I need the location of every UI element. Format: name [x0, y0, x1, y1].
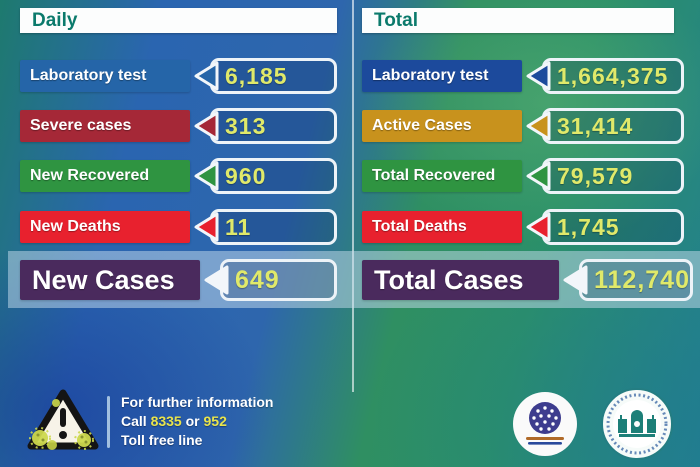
- virus-particles-icon: [29, 399, 94, 450]
- arrow-left-icon: [526, 61, 551, 91]
- total-header: Total: [362, 8, 674, 33]
- stat-row-total-recovered: Total Recovered 79,579: [362, 158, 684, 194]
- stat-value-box: 1,664,375: [542, 58, 684, 94]
- stat-value-box: 112,740: [579, 259, 693, 301]
- stat-label-bar: Active Cases: [362, 110, 522, 142]
- footer-line-1: For further information: [121, 394, 274, 410]
- arrow-left-icon: [526, 111, 551, 141]
- arrow-left-icon: [526, 212, 551, 242]
- stat-value-box: 960: [210, 158, 337, 194]
- arrow-left-icon: [194, 212, 219, 242]
- stat-label-bar: New Deaths: [20, 211, 190, 243]
- stat-label: Total Recovered: [372, 167, 496, 184]
- stat-row-total-active: Active Cases 31,414: [362, 108, 684, 144]
- stat-label: Total Deaths: [372, 218, 467, 235]
- arrow-left-icon: [563, 265, 588, 295]
- stat-value-box: 1,745: [542, 209, 684, 245]
- hotline-number-2: 952: [203, 413, 227, 429]
- total-header-label: Total: [374, 9, 418, 31]
- stat-row-total-deaths: Total Deaths 1,745: [362, 209, 684, 245]
- stat-label: Severe cases: [30, 117, 132, 134]
- daily-column: Daily Laboratory test 6,185 Severe cases…: [20, 0, 337, 392]
- stat-value-box: 6,185: [210, 58, 337, 94]
- stat-value: 112,740: [594, 265, 690, 294]
- stat-label: New Recovered: [30, 167, 150, 184]
- stat-label-bar: Laboratory test: [362, 60, 522, 92]
- arrow-left-icon: [194, 111, 219, 141]
- arrow-left-icon: [194, 161, 219, 191]
- arrow-left-icon: [194, 61, 219, 91]
- or-word: or: [185, 413, 200, 429]
- stat-label: New Deaths: [30, 218, 121, 235]
- public-health-institute-seal: [601, 388, 673, 460]
- stat-row-daily-severe: Severe cases 313: [20, 108, 337, 144]
- stat-value: 31,414: [557, 112, 634, 139]
- stat-value: 649: [235, 265, 280, 294]
- arrow-left-icon: [204, 265, 229, 295]
- hotline-number-1: 8335: [150, 413, 182, 429]
- stat-label: Total Cases: [374, 264, 524, 295]
- stat-row-total-cases: Total Cases 112,740: [362, 258, 693, 302]
- warning-triangle-icon: [27, 389, 99, 450]
- stat-label: Laboratory test: [372, 67, 489, 84]
- arrow-left-icon: [526, 161, 551, 191]
- stat-value: 79,579: [557, 162, 634, 189]
- call-word: Call: [121, 413, 147, 429]
- footer-divider: [107, 396, 110, 448]
- stat-value: 313: [225, 112, 267, 139]
- daily-header-label: Daily: [32, 9, 78, 31]
- stat-label-bar: Total Recovered: [362, 160, 522, 192]
- stat-label-bar: New Recovered: [20, 160, 190, 192]
- stat-row-daily-lab: Laboratory test 6,185: [20, 58, 337, 94]
- stat-value: 1,745: [557, 213, 620, 240]
- daily-header: Daily: [20, 8, 337, 33]
- column-divider: [352, 0, 354, 392]
- stat-row-daily-recovered: New Recovered 960: [20, 158, 337, 194]
- stat-row-total-lab: Laboratory test 1,664,375: [362, 58, 684, 94]
- footer-line-3: Toll free line: [121, 432, 203, 448]
- stat-value-box: 31,414: [542, 108, 684, 144]
- stat-value: 11: [225, 213, 252, 240]
- stat-label: Active Cases: [372, 117, 472, 134]
- stat-row-new-cases: New Cases 649: [20, 258, 337, 302]
- total-column: Total Laboratory test 1,664,375 Active C…: [362, 0, 684, 392]
- stat-value: 960: [225, 162, 267, 189]
- stat-label-bar: Total Deaths: [362, 211, 522, 243]
- footer-info: For further information Call 8335 or 952…: [121, 393, 273, 450]
- stat-value-box: 11: [210, 209, 337, 245]
- stat-value-box: 79,579: [542, 158, 684, 194]
- stat-label: New Cases: [32, 264, 175, 295]
- stat-label-bar: New Cases: [20, 260, 200, 300]
- stat-row-daily-deaths: New Deaths 11: [20, 209, 337, 245]
- stat-value: 1,664,375: [557, 62, 669, 89]
- ministry-of-health-seal: [513, 392, 577, 456]
- stat-label-bar: Total Cases: [362, 260, 559, 300]
- stat-value: 6,185: [225, 62, 288, 89]
- stat-label: Laboratory test: [30, 67, 147, 84]
- stat-value-box: 313: [210, 108, 337, 144]
- footer-line-2: Call 8335 or 952: [121, 412, 273, 431]
- stat-value-box: 649: [220, 259, 337, 301]
- stat-label-bar: Laboratory test: [20, 60, 190, 92]
- stat-label-bar: Severe cases: [20, 110, 190, 142]
